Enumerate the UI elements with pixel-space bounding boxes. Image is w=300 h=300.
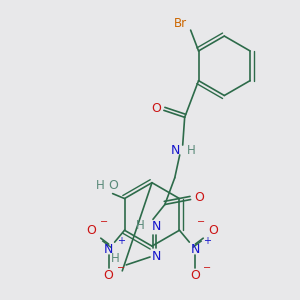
Text: Br: Br: [174, 17, 187, 30]
Text: N: N: [104, 243, 113, 256]
Text: O: O: [86, 224, 96, 237]
Text: O: O: [208, 224, 218, 237]
Text: H: H: [187, 143, 196, 157]
Text: N: N: [190, 243, 200, 256]
Text: H: H: [111, 253, 120, 266]
Text: +: +: [203, 236, 211, 246]
Text: −: −: [197, 217, 205, 227]
Text: H: H: [96, 179, 105, 192]
Text: H: H: [136, 219, 145, 232]
Text: N: N: [151, 220, 160, 233]
Text: O: O: [109, 179, 118, 192]
Text: O: O: [151, 102, 161, 115]
Text: +: +: [117, 236, 124, 246]
Text: O: O: [104, 269, 114, 282]
Text: −: −: [116, 263, 124, 273]
Text: O: O: [195, 191, 205, 204]
Text: O: O: [190, 269, 200, 282]
Text: −: −: [100, 217, 108, 227]
Text: N: N: [151, 250, 160, 263]
Text: N: N: [171, 143, 180, 157]
Text: −: −: [203, 263, 211, 273]
